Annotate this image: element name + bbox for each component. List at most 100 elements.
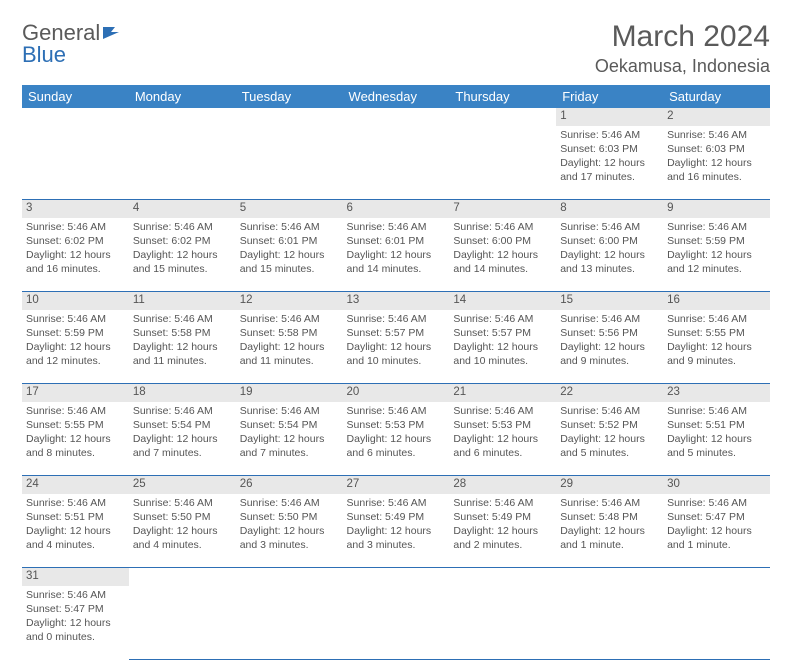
sunrise: Sunrise: 5:46 AM: [26, 588, 125, 602]
day-number: 17: [22, 384, 129, 402]
daylight: Daylight: 12 hours and 0 minutes.: [26, 616, 125, 644]
day-number: [343, 108, 450, 126]
sunset: Sunset: 5:49 PM: [347, 510, 446, 524]
sunrise: Sunrise: 5:46 AM: [560, 496, 659, 510]
daylight: Daylight: 12 hours and 16 minutes.: [667, 156, 766, 184]
daylight: Daylight: 12 hours and 6 minutes.: [347, 432, 446, 460]
sunset: Sunset: 5:53 PM: [453, 418, 552, 432]
day-cell: Sunrise: 5:46 AMSunset: 6:03 PMDaylight:…: [663, 126, 770, 200]
day-number: 29: [556, 476, 663, 494]
day-number: [663, 568, 770, 586]
sunset: Sunset: 6:03 PM: [667, 142, 766, 156]
day-cell: [449, 126, 556, 200]
day-cell: Sunrise: 5:46 AMSunset: 5:52 PMDaylight:…: [556, 402, 663, 476]
sunrise: Sunrise: 5:46 AM: [133, 496, 232, 510]
day-cell: [663, 586, 770, 660]
daylight: Daylight: 12 hours and 7 minutes.: [240, 432, 339, 460]
sunset: Sunset: 5:48 PM: [560, 510, 659, 524]
sunset: Sunset: 5:47 PM: [667, 510, 766, 524]
day-cell: Sunrise: 5:46 AMSunset: 5:50 PMDaylight:…: [236, 494, 343, 568]
sunset: Sunset: 5:51 PM: [26, 510, 125, 524]
day-header: Thursday: [449, 85, 556, 108]
sunrise: Sunrise: 5:46 AM: [667, 128, 766, 142]
detail-row: Sunrise: 5:46 AMSunset: 6:03 PMDaylight:…: [22, 126, 770, 200]
day-cell: Sunrise: 5:46 AMSunset: 5:47 PMDaylight:…: [663, 494, 770, 568]
day-cell: Sunrise: 5:46 AMSunset: 6:02 PMDaylight:…: [22, 218, 129, 292]
day-number: 26: [236, 476, 343, 494]
sunrise: Sunrise: 5:46 AM: [667, 312, 766, 326]
sunset: Sunset: 6:01 PM: [347, 234, 446, 248]
sunrise: Sunrise: 5:46 AM: [453, 496, 552, 510]
day-cell: Sunrise: 5:46 AMSunset: 5:53 PMDaylight:…: [343, 402, 450, 476]
daylight: Daylight: 12 hours and 8 minutes.: [26, 432, 125, 460]
day-cell: Sunrise: 5:46 AMSunset: 6:01 PMDaylight:…: [236, 218, 343, 292]
sunrise: Sunrise: 5:46 AM: [347, 220, 446, 234]
sunset: Sunset: 5:53 PM: [347, 418, 446, 432]
sunset: Sunset: 5:57 PM: [347, 326, 446, 340]
day-cell: [343, 586, 450, 660]
daylight: Daylight: 12 hours and 2 minutes.: [453, 524, 552, 552]
detail-row: Sunrise: 5:46 AMSunset: 5:47 PMDaylight:…: [22, 586, 770, 660]
day-cell: Sunrise: 5:46 AMSunset: 5:51 PMDaylight:…: [663, 402, 770, 476]
sunset: Sunset: 6:02 PM: [133, 234, 232, 248]
calendar: Sunday Monday Tuesday Wednesday Thursday…: [22, 85, 770, 660]
daylight: Daylight: 12 hours and 15 minutes.: [133, 248, 232, 276]
day-header: Monday: [129, 85, 236, 108]
sunrise: Sunrise: 5:46 AM: [560, 128, 659, 142]
day-number: 12: [236, 292, 343, 310]
daylight: Daylight: 12 hours and 3 minutes.: [240, 524, 339, 552]
sunset: Sunset: 6:02 PM: [26, 234, 125, 248]
sunset: Sunset: 5:57 PM: [453, 326, 552, 340]
day-number: 10: [22, 292, 129, 310]
day-number: 15: [556, 292, 663, 310]
daylight: Daylight: 12 hours and 10 minutes.: [453, 340, 552, 368]
day-cell: Sunrise: 5:46 AMSunset: 5:51 PMDaylight:…: [22, 494, 129, 568]
day-cell: Sunrise: 5:46 AMSunset: 5:49 PMDaylight:…: [449, 494, 556, 568]
sunrise: Sunrise: 5:46 AM: [347, 496, 446, 510]
day-cell: Sunrise: 5:46 AMSunset: 5:55 PMDaylight:…: [663, 310, 770, 384]
sunset: Sunset: 5:55 PM: [667, 326, 766, 340]
day-number: 22: [556, 384, 663, 402]
day-number: [449, 568, 556, 586]
day-cell: Sunrise: 5:46 AMSunset: 6:01 PMDaylight:…: [343, 218, 450, 292]
sunset: Sunset: 5:49 PM: [453, 510, 552, 524]
day-number: 8: [556, 200, 663, 218]
day-cell: [236, 126, 343, 200]
daylight: Daylight: 12 hours and 9 minutes.: [667, 340, 766, 368]
day-number: 4: [129, 200, 236, 218]
day-number: 30: [663, 476, 770, 494]
daylight: Daylight: 12 hours and 3 minutes.: [347, 524, 446, 552]
day-number: 25: [129, 476, 236, 494]
day-cell: Sunrise: 5:46 AMSunset: 5:56 PMDaylight:…: [556, 310, 663, 384]
sunset: Sunset: 5:58 PM: [240, 326, 339, 340]
day-number: 5: [236, 200, 343, 218]
day-cell: [129, 126, 236, 200]
day-number: 28: [449, 476, 556, 494]
sunrise: Sunrise: 5:46 AM: [453, 312, 552, 326]
daylight: Daylight: 12 hours and 1 minute.: [560, 524, 659, 552]
day-number: 20: [343, 384, 450, 402]
sunrise: Sunrise: 5:46 AM: [240, 404, 339, 418]
sunrise: Sunrise: 5:46 AM: [133, 404, 232, 418]
sunrise: Sunrise: 5:46 AM: [347, 312, 446, 326]
detail-row: Sunrise: 5:46 AM Sunset: 5:51 PM Daylight:…: [22, 494, 770, 568]
sunrise: Sunrise: 5:46 AM: [667, 220, 766, 234]
day-cell: Sunrise: 5:46 AMSunset: 5:54 PMDaylight:…: [129, 402, 236, 476]
sunrise: Sunrise: 5:46 AM: [453, 404, 552, 418]
daynum-row: 24252627282930: [22, 476, 770, 494]
daynum-row: 17181920212223: [22, 384, 770, 402]
sunset: Sunset: 5:52 PM: [560, 418, 659, 432]
day-number: [556, 568, 663, 586]
sunset: Sunset: 5:54 PM: [240, 418, 339, 432]
detail-row: Sunrise: 5:46 AMSunset: 5:55 PMDaylight:…: [22, 402, 770, 476]
day-number: 1: [556, 108, 663, 126]
day-number: 16: [663, 292, 770, 310]
sunset: Sunset: 6:03 PM: [560, 142, 659, 156]
sunset: Sunset: 5:50 PM: [240, 510, 339, 524]
daynum-row: 31: [22, 568, 770, 586]
daylight: Daylight: 12 hours and 10 minutes.: [347, 340, 446, 368]
day-cell: Sunrise: 5:46 AMSunset: 6:00 PMDaylight:…: [449, 218, 556, 292]
daynum-row: 10111213141516: [22, 292, 770, 310]
daylight: Daylight: 12 hours and 9 minutes.: [560, 340, 659, 368]
sunrise: Sunrise: 5:46 AM: [240, 496, 339, 510]
